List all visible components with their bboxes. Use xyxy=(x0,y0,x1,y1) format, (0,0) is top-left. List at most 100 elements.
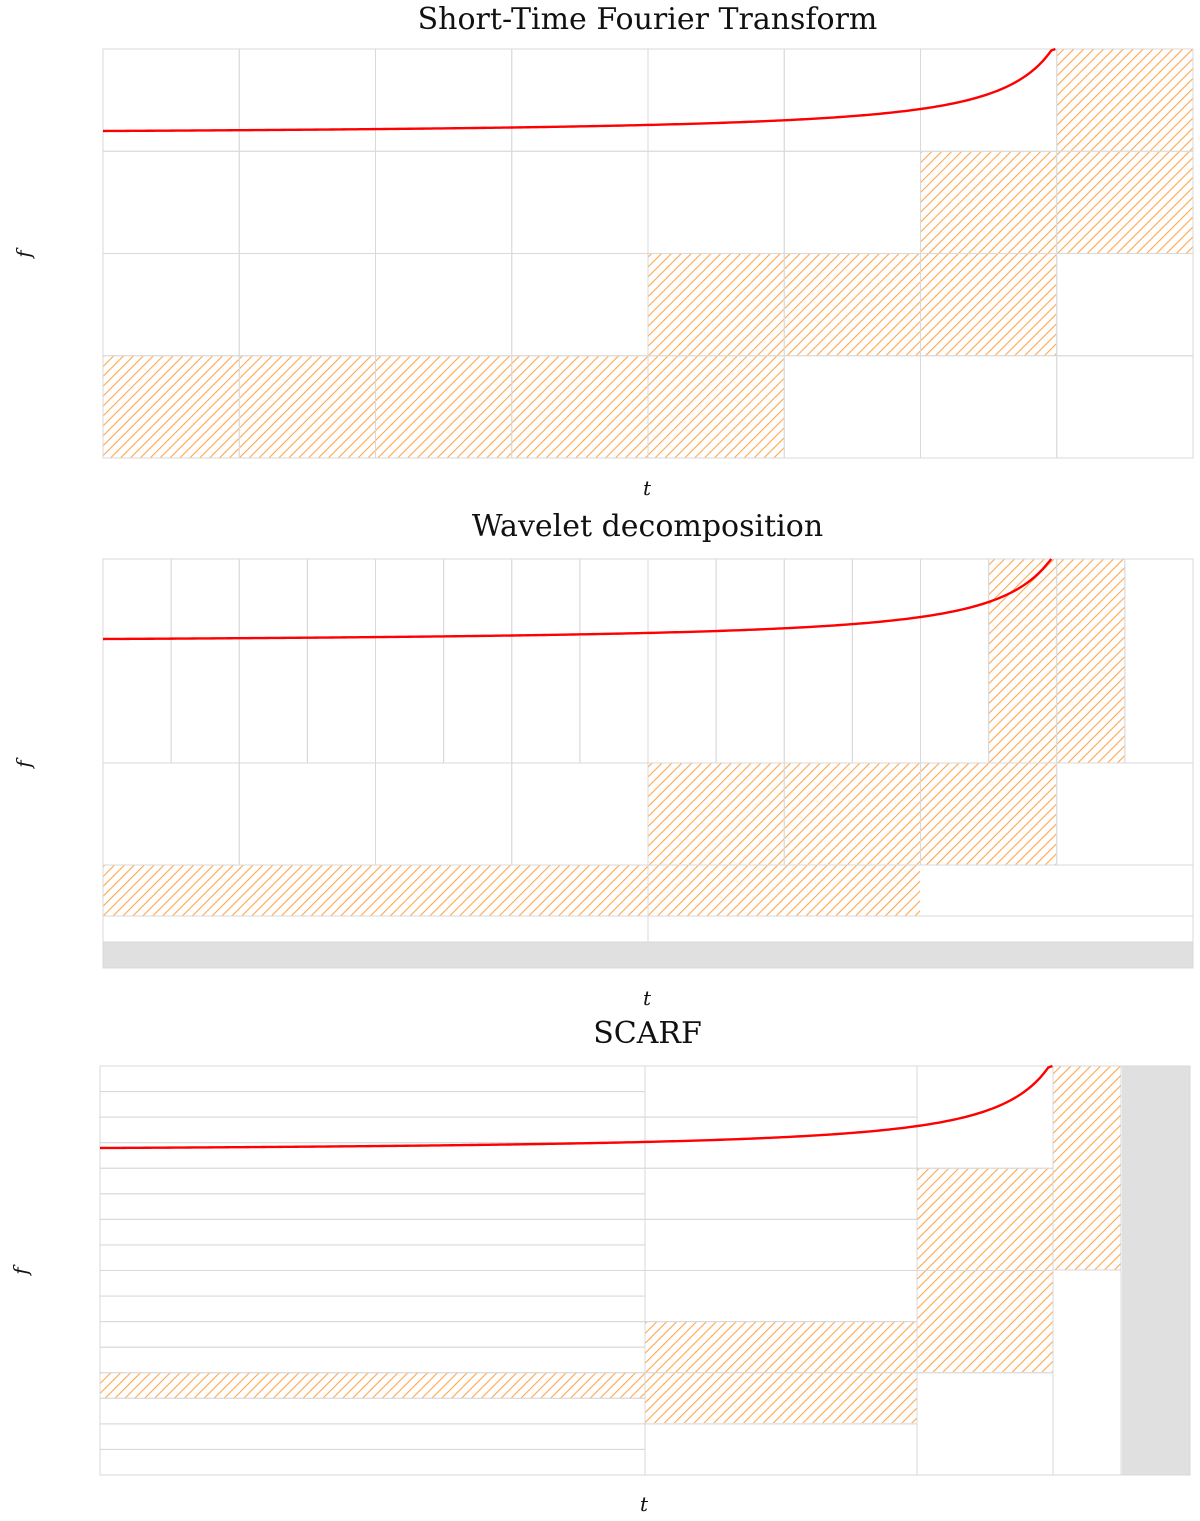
tile-cell xyxy=(102,253,240,357)
wavelet-x-label: t xyxy=(643,986,652,1010)
tile-cell xyxy=(99,1244,646,1271)
hatched-tile xyxy=(103,865,648,916)
tile-cell xyxy=(99,1270,646,1297)
tile-cell xyxy=(647,915,1194,943)
hatched-tile xyxy=(511,355,648,458)
tile-cell xyxy=(306,558,376,764)
tile-cell xyxy=(511,762,649,866)
tile-cell xyxy=(99,1116,646,1144)
tile-cell xyxy=(99,1346,646,1374)
tile-cell xyxy=(644,1270,918,1323)
tile-cell xyxy=(511,253,649,357)
tile-cell xyxy=(99,1065,646,1093)
tile-cell xyxy=(99,1397,646,1425)
tile-cell xyxy=(644,1218,918,1271)
tile-cell xyxy=(102,558,1194,969)
tile-cell xyxy=(920,48,1058,152)
chirp-curve xyxy=(99,1064,1053,1150)
hatched-tile xyxy=(239,355,376,458)
tile-cell xyxy=(916,1065,1054,1169)
tile-cell xyxy=(920,558,990,764)
tile-cell xyxy=(647,558,717,764)
scarf-x-label: t xyxy=(640,1492,649,1516)
tile-cell xyxy=(99,1295,646,1323)
chirp-curve xyxy=(102,558,1053,641)
tile-cell xyxy=(647,48,785,152)
hatched-tile xyxy=(648,253,785,356)
wavelet-y-label: f xyxy=(11,760,36,768)
hatched-tile xyxy=(920,151,1057,254)
stft-x-label: t xyxy=(643,476,652,500)
hatched-tile xyxy=(784,253,921,356)
tile-cell xyxy=(238,762,376,866)
tile-cell xyxy=(102,48,240,152)
tile-cell xyxy=(1056,253,1194,357)
tile-cell xyxy=(644,1065,918,1118)
tile-cell xyxy=(783,150,921,254)
hatched-tile xyxy=(920,763,1056,865)
scarf-title: SCARF xyxy=(593,1016,702,1051)
nyquist-band xyxy=(1122,1066,1190,1475)
tile-cell xyxy=(99,1218,646,1246)
stft-tiling-diagram xyxy=(102,47,1194,459)
tile-cell xyxy=(375,558,445,764)
tile-cell xyxy=(511,558,581,764)
tile-cell xyxy=(783,558,853,764)
hatched-tile xyxy=(648,355,785,458)
tile-cell xyxy=(511,48,649,152)
chirp-curve xyxy=(102,47,1056,133)
tile-cell xyxy=(99,1193,646,1220)
tile-cell xyxy=(1052,1269,1122,1476)
tile-cell xyxy=(375,253,513,357)
tile-cell xyxy=(375,48,513,152)
tile-cell xyxy=(102,558,172,764)
tile-cell xyxy=(783,48,921,152)
scarf-y-label: f xyxy=(8,1267,33,1275)
hatched-tile xyxy=(648,763,784,865)
hatched-tile xyxy=(920,253,1057,356)
tile-cell xyxy=(238,558,308,764)
hatched-tile xyxy=(103,355,240,458)
tile-cell xyxy=(375,150,513,254)
tile-cell xyxy=(1056,355,1194,459)
tile-cell xyxy=(579,558,649,764)
hatched-tile xyxy=(1056,49,1193,152)
tile-cell xyxy=(375,762,513,866)
hatched-tile xyxy=(1053,1066,1121,1270)
tile-cell xyxy=(102,150,240,254)
tile-cell xyxy=(99,1321,646,1348)
tile-cell xyxy=(783,355,921,459)
tile-cell xyxy=(102,762,240,866)
dc-band xyxy=(103,942,1193,968)
stft-y-label: f xyxy=(11,250,36,258)
tile-cell xyxy=(443,558,513,764)
hatched-tile xyxy=(784,763,920,865)
tile-cell xyxy=(1124,558,1194,764)
hatched-tile xyxy=(375,355,512,458)
tile-cell xyxy=(99,1423,646,1450)
tile-cell xyxy=(238,150,376,254)
hatched-tile xyxy=(645,1321,917,1423)
tile-cell xyxy=(644,1423,918,1476)
hatched-tile xyxy=(648,865,920,916)
tile-cell xyxy=(644,1116,918,1169)
tile-cell xyxy=(238,253,376,357)
hatched-tile xyxy=(100,1372,645,1398)
tile-cell xyxy=(1056,762,1194,866)
tile-cell xyxy=(715,558,785,764)
tile-cell xyxy=(644,1167,918,1220)
tile-cell xyxy=(99,1091,646,1118)
tile-cell xyxy=(99,1167,646,1195)
tile-cell xyxy=(99,1448,646,1476)
hatched-tile xyxy=(1056,151,1193,254)
scarf-tiling-diagram xyxy=(99,1064,1191,1476)
tile-cell xyxy=(916,1372,1054,1476)
wavelet-title: Wavelet decomposition xyxy=(471,509,824,544)
tile-cell xyxy=(511,150,649,254)
tile-cell xyxy=(238,48,376,152)
tile-cell xyxy=(99,1065,1191,1476)
wavelet-tiling-diagram xyxy=(102,558,1194,969)
tile-cell xyxy=(920,355,1058,459)
tile-cell xyxy=(851,558,921,764)
tile-cell xyxy=(170,558,240,764)
